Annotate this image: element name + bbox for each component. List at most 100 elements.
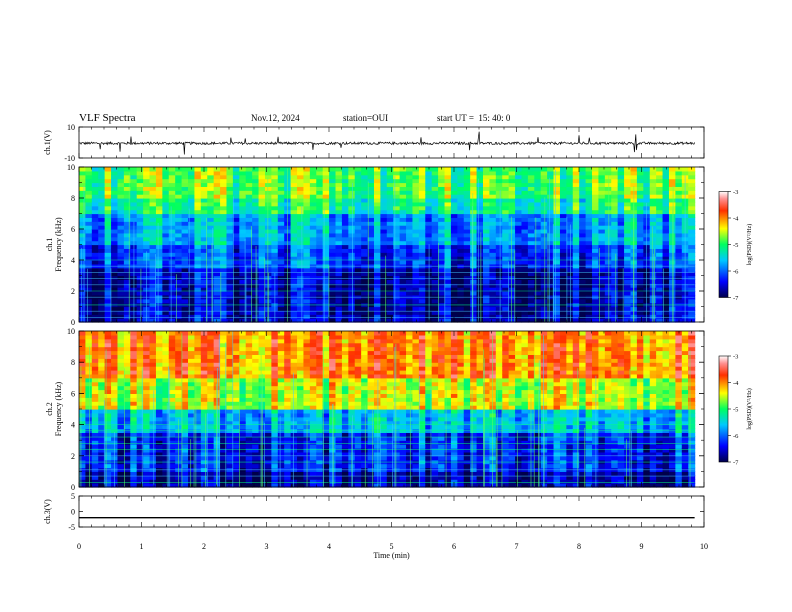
psd-cell <box>617 209 625 215</box>
y-tick-label: 0 <box>71 318 75 327</box>
psd-cell <box>277 217 285 222</box>
psd-cell <box>489 201 497 207</box>
psd-cell <box>123 432 131 437</box>
psd-cell <box>175 334 183 340</box>
psd-cell <box>194 194 202 199</box>
psd-cell <box>662 287 670 292</box>
psd-cell <box>200 240 208 246</box>
psd-cell <box>450 271 458 277</box>
psd-cell <box>611 271 619 277</box>
psd-cell <box>585 167 593 172</box>
psd-cell <box>111 366 119 371</box>
psd-cell <box>181 267 189 273</box>
psd-cell <box>341 275 349 280</box>
psd-cell <box>341 186 349 191</box>
colorbar-tick-label: -5 <box>733 242 738 249</box>
psd-cell <box>232 252 240 257</box>
psd-cell <box>495 248 503 253</box>
psd-cell <box>559 236 567 242</box>
psd-cell <box>572 198 580 203</box>
psd-cell <box>624 198 632 203</box>
psd-cell <box>168 463 176 469</box>
psd-cell <box>149 232 157 238</box>
psd-cell <box>348 310 356 315</box>
psd-cell <box>579 271 587 277</box>
psd-cell <box>175 483 183 488</box>
psd-cell <box>624 291 632 296</box>
psd-cell <box>162 432 170 437</box>
psd-cell <box>104 229 112 234</box>
psd-cell <box>220 252 228 257</box>
psd-cell <box>143 389 151 394</box>
psd-cell <box>450 267 458 273</box>
psd-cell <box>104 174 112 180</box>
psd-cell <box>162 475 170 480</box>
psd-cell <box>149 318 157 323</box>
psd-cell <box>386 283 394 288</box>
psd-cell <box>98 240 106 246</box>
psd-cell <box>380 260 388 265</box>
psd-cell <box>393 209 401 215</box>
psd-cell <box>207 455 215 461</box>
psd-cell <box>502 291 510 296</box>
psd-cell <box>258 298 266 304</box>
psd-cell <box>354 318 362 323</box>
psd-cell <box>232 318 240 323</box>
psd-cell <box>598 201 606 207</box>
psd-cell <box>668 190 676 195</box>
psd-cell <box>290 194 298 199</box>
psd-cell <box>431 167 439 172</box>
psd-cell <box>239 252 247 257</box>
psd-cell <box>143 444 151 449</box>
psd-cell <box>220 271 228 277</box>
psd-cell <box>207 225 215 230</box>
psd-cell <box>220 279 228 284</box>
psd-cell <box>444 190 452 195</box>
psd-cell <box>309 248 317 253</box>
psd-cell <box>136 201 144 207</box>
psd-cell <box>130 471 138 476</box>
psd-cell <box>130 432 138 437</box>
psd-cell <box>386 279 394 284</box>
psd-cell <box>418 310 426 315</box>
psd-cell <box>412 256 420 261</box>
psd-cell <box>258 232 266 238</box>
psd-cell <box>297 167 305 172</box>
psd-cell <box>450 178 458 184</box>
psd-cell <box>508 201 516 207</box>
psd-cell <box>309 232 317 238</box>
psd-cell <box>617 174 625 180</box>
psd-cell <box>245 201 253 207</box>
psd-cell <box>91 298 99 304</box>
psd-cell <box>239 260 247 265</box>
psd-cell <box>527 186 535 191</box>
psd-cell <box>200 229 208 234</box>
psd-cell <box>143 420 151 426</box>
psd-cell <box>123 236 131 242</box>
psd-cell <box>604 174 612 180</box>
psd-cell <box>470 314 478 319</box>
psd-cell <box>329 170 337 176</box>
psd-cell <box>508 221 516 226</box>
psd-cell <box>123 198 131 203</box>
psd-cell <box>457 194 465 199</box>
psd-cell <box>239 225 247 230</box>
psd-cell <box>592 229 600 234</box>
psd-cell <box>188 306 196 311</box>
psd-cell <box>470 291 478 296</box>
psd-cell <box>117 416 125 422</box>
psd-cell <box>348 256 356 261</box>
psd-cell <box>476 194 484 199</box>
psd-cell <box>393 186 401 191</box>
psd-cell <box>207 178 215 184</box>
psd-cell <box>457 279 465 284</box>
psd-cell <box>207 298 215 304</box>
psd-cell <box>341 256 349 261</box>
psd-cell <box>361 170 369 176</box>
psd-cell <box>636 240 644 246</box>
psd-cell <box>354 170 362 176</box>
psd-cell <box>79 475 87 480</box>
psd-cell <box>79 267 87 273</box>
psd-cell <box>130 350 138 355</box>
psd-cell <box>290 225 298 230</box>
